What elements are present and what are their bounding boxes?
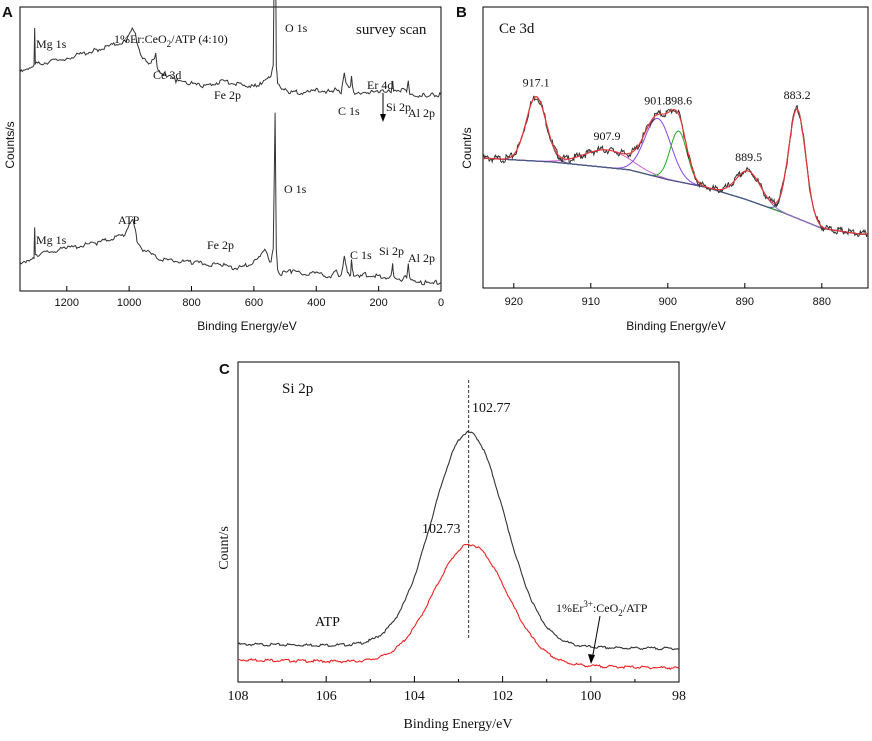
panel-b-tick-label: 880 xyxy=(813,296,831,308)
panel-c-tick-label: 100 xyxy=(580,689,601,704)
panel-c-xlabel: Binding Energy/eV xyxy=(403,717,512,732)
panel-c-tick-label: 106 xyxy=(316,689,337,704)
annot-top-o1s: O 1s xyxy=(285,21,308,35)
ce3d-peak-label: 907.9 xyxy=(593,129,620,143)
ce3d-component-901.3 xyxy=(483,117,868,235)
annot-ce3d: Ce 3d xyxy=(153,68,181,82)
ce3d-component-917.1 xyxy=(483,96,868,235)
panel-a-tick-label: 0 xyxy=(438,297,444,309)
panel-c-tick-label: 98 xyxy=(672,689,686,704)
panel-a-xlabel: Binding Energy/eV xyxy=(197,319,296,333)
ce3d-peak-label: 917.1 xyxy=(523,76,550,90)
annot-bottom-al2p: Al 2p xyxy=(408,251,435,265)
panel-a-title: survey scan xyxy=(356,22,427,38)
ce3d-component-898.6 xyxy=(483,130,868,235)
atp-series-label: ATP xyxy=(315,615,340,630)
panel-b-tick-label: 920 xyxy=(505,296,523,308)
panel-c-ylabel: Count/s xyxy=(217,526,232,570)
annot-bottom-mg1s: Mg 1s xyxy=(36,233,67,247)
panel-a-tick-label: 1200 xyxy=(55,297,79,309)
annot-top-c1s: C 1s xyxy=(338,104,360,118)
ce3d-raw xyxy=(482,95,869,238)
panel-a-tick-label: 1000 xyxy=(117,297,141,309)
panel-b-tick-label: 900 xyxy=(659,296,677,308)
annot-bottom-c1s: C 1s xyxy=(350,248,372,262)
annot-sample-name: 1%Er:CeO2/ATP (4:10) xyxy=(114,32,228,49)
annot-bottom-o1s: O 1s xyxy=(284,182,307,196)
ce3d-envelope xyxy=(483,96,868,235)
er4d-arrow-head xyxy=(380,114,386,122)
er-series-arrow-head xyxy=(588,654,595,664)
si2p-line-atp xyxy=(237,430,680,651)
panel-a-series xyxy=(19,0,442,286)
ce3d-peak-label: 898.6 xyxy=(665,93,692,107)
panel-a-ylabel: Counts/s xyxy=(3,121,17,168)
panel-c-tick-label: 102 xyxy=(492,689,513,704)
panel-c-x-axis: 108 106 104 102 100 98 xyxy=(228,676,686,704)
ce3d-component-883.2 xyxy=(483,108,868,235)
panel-a-tick-label: 800 xyxy=(182,297,200,309)
panel-a-tick-label: 600 xyxy=(245,297,263,309)
panel-a-tick-label: 400 xyxy=(307,297,325,309)
panel-b-xlabel: Binding Energy/eV xyxy=(626,319,725,333)
annot-bottom-si2p: Si 2p xyxy=(379,244,404,258)
annot-atp: ATP xyxy=(118,213,140,227)
panel-b-frame xyxy=(482,6,869,289)
si2p-line-er-ceo2-atp xyxy=(237,543,680,671)
panel-b-tick-label: 910 xyxy=(582,296,600,308)
ce3d-peak-label: 883.2 xyxy=(784,88,811,102)
annot-bottom-fe2p: Fe 2p xyxy=(207,238,234,252)
panel-a-tick-label: 200 xyxy=(369,297,387,309)
ce3d-peak-label: 889.5 xyxy=(735,150,762,164)
survey-line-atp xyxy=(19,112,442,286)
panel-c: C 108 106 104 102 100 98 Binding Energy/eV Co… xyxy=(217,361,686,732)
panel-a: A 1200 1000 800 600 400 200 0 Binding Energy/e… xyxy=(2,0,444,333)
panel-c-tick-label: 104 xyxy=(404,689,425,704)
er-series-arrow-line xyxy=(591,615,601,661)
atp-peak-label: 102.77 xyxy=(472,401,511,416)
panel-a-x-axis: 1200 1000 800 600 400 200 0 xyxy=(55,286,444,309)
panel-b-tick-label: 890 xyxy=(736,296,754,308)
panel-b-ylabel: Count/s xyxy=(460,127,474,168)
panel-c-label: C xyxy=(219,361,230,378)
panel-b-series xyxy=(482,95,869,238)
er-peak-label: 102.73 xyxy=(422,522,461,537)
ce3d-peak-label: 901.3 xyxy=(644,93,671,107)
panel-a-frame xyxy=(19,6,442,292)
panel-b-x-axis: 920 910 900 890 880 xyxy=(505,283,831,308)
panel-c-title: Si 2p xyxy=(282,381,313,397)
ce3d-background xyxy=(483,157,868,235)
annot-top-si2p: Si 2p xyxy=(386,100,411,114)
annot-er4d: Er 4d xyxy=(367,78,393,92)
annot-top-fe2p: Fe 2p xyxy=(214,88,241,102)
panel-b-title: Ce 3d xyxy=(499,21,535,37)
annot-top-al2p: Al 2p xyxy=(408,106,435,120)
ce3d-component-889.5 xyxy=(483,157,868,235)
annot-top-mg1s: Mg 1s xyxy=(36,37,67,51)
panel-b-label: B xyxy=(456,4,467,21)
panel-c-tick-label: 108 xyxy=(228,689,249,704)
panel-c-series xyxy=(237,380,680,671)
er-series-label: 1%Er3+:CeO2/ATP xyxy=(556,599,648,618)
panel-a-label: A xyxy=(2,4,13,21)
survey-line-er-ceo2-atp xyxy=(19,0,442,98)
